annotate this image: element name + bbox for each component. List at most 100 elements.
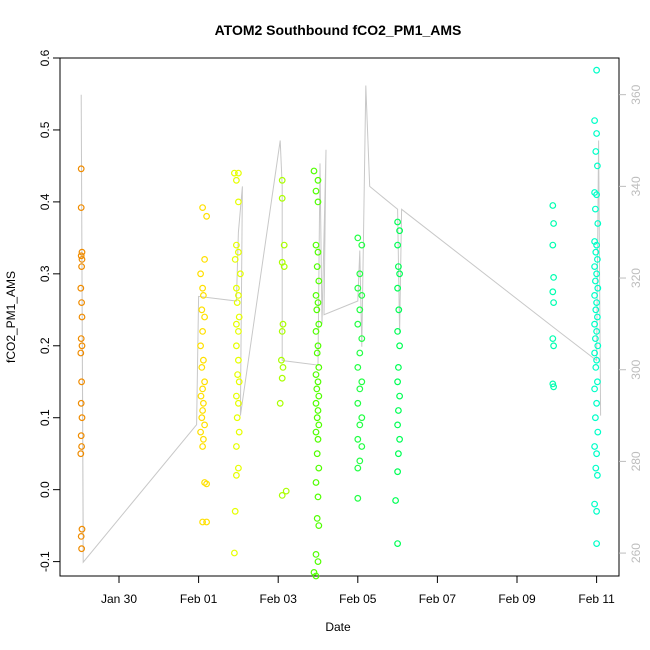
point-4-34 — [310, 569, 318, 576]
point-1-20 — [199, 435, 207, 443]
point-8-29 — [591, 385, 598, 393]
point-3-0 — [278, 176, 286, 184]
point-4-14 — [313, 349, 321, 357]
point-5-12 — [354, 399, 362, 407]
point-6-14 — [396, 435, 404, 443]
point-4-30 — [313, 515, 321, 522]
point-8-36 — [594, 471, 601, 479]
point-2-15 — [234, 356, 242, 364]
point-0-9 — [77, 335, 85, 343]
point-4-0 — [310, 167, 318, 175]
point-2-17 — [235, 378, 243, 386]
point-6-2 — [394, 241, 402, 249]
series-8 — [591, 66, 602, 547]
point-7-2 — [549, 241, 557, 249]
point-8-0 — [593, 66, 600, 74]
x-axis-label: Date — [325, 620, 351, 634]
point-5-2 — [356, 270, 364, 278]
series-2 — [230, 169, 244, 557]
point-6-12 — [395, 407, 402, 414]
point-2-11 — [235, 313, 243, 321]
point-2-9 — [234, 292, 242, 299]
point-4-33 — [314, 558, 322, 565]
point-1-3 — [197, 270, 205, 278]
x-tick-label-1: Feb 01 — [180, 592, 218, 606]
point-1-14 — [197, 392, 205, 400]
point-1-21 — [199, 443, 207, 450]
point-8-3 — [592, 148, 600, 155]
point-5-4 — [358, 292, 366, 299]
point-5-9 — [354, 364, 362, 371]
y2-tick-label-2: 300 — [629, 359, 643, 379]
y2-tick-label-5: 360 — [629, 84, 643, 104]
point-0-13 — [77, 399, 85, 407]
point-8-35 — [592, 464, 600, 472]
point-6-15 — [395, 450, 402, 458]
point-1-0 — [199, 204, 207, 212]
point-8-1 — [591, 117, 598, 124]
point-4-12 — [312, 328, 320, 335]
x-tick-label-4: Feb 07 — [419, 592, 457, 606]
point-8-12 — [594, 256, 601, 263]
point-8-30 — [593, 399, 600, 407]
point-1-1 — [203, 212, 211, 220]
point-5-15 — [354, 435, 362, 443]
x-tick-label-0: Jan 30 — [101, 592, 137, 606]
y-tick-label-3: 0.2 — [38, 337, 52, 354]
point-8-14 — [593, 270, 600, 278]
x-tick-label-2: Feb 03 — [260, 592, 298, 606]
point-2-25 — [231, 507, 239, 515]
point-2-23 — [234, 464, 242, 472]
series-3 — [276, 176, 290, 499]
series-5 — [354, 234, 366, 502]
point-2-8 — [232, 284, 240, 292]
point-5-10 — [358, 378, 366, 386]
y-tick-label-6: 0.5 — [38, 121, 52, 138]
point-4-24 — [312, 428, 320, 436]
series-1 — [197, 204, 211, 526]
point-7-9 — [550, 383, 557, 391]
point-8-21 — [591, 320, 598, 328]
point-6-6 — [395, 306, 403, 314]
point-8-33 — [591, 443, 598, 450]
point-2-19 — [234, 399, 242, 407]
point-4-1 — [314, 176, 322, 184]
point-0-10 — [78, 342, 86, 350]
point-4-5 — [314, 248, 322, 256]
point-1-24 — [199, 518, 207, 526]
point-2-5 — [234, 248, 242, 256]
point-2-0 — [230, 169, 238, 177]
point-8-9 — [591, 238, 598, 245]
point-5-1 — [358, 241, 366, 249]
point-2-20 — [233, 414, 241, 422]
point-6-5 — [394, 284, 402, 292]
point-3-10 — [276, 399, 284, 407]
point-1-2 — [201, 256, 209, 263]
point-7-3 — [550, 274, 557, 281]
point-8-28 — [594, 378, 601, 386]
point-6-0 — [394, 218, 402, 226]
point-4-2 — [312, 187, 320, 195]
y-tick-label-4: 0.3 — [38, 265, 52, 282]
point-4-8 — [312, 292, 320, 299]
point-8-31 — [592, 414, 599, 422]
point-0-8 — [78, 313, 86, 321]
point-4-27 — [315, 464, 323, 472]
point-0-2 — [78, 248, 86, 256]
point-8-18 — [593, 299, 600, 307]
point-0-19 — [77, 533, 85, 540]
point-2-6 — [231, 256, 239, 263]
point-5-7 — [358, 335, 366, 343]
point-6-10 — [394, 378, 402, 386]
point-4-17 — [314, 378, 322, 386]
point-7-8 — [549, 380, 557, 388]
secondary-line-path — [80, 85, 602, 564]
point-8-8 — [594, 220, 602, 227]
point-0-14 — [78, 414, 86, 422]
point-1-6 — [198, 306, 206, 314]
point-5-0 — [354, 234, 362, 242]
point-8-27 — [592, 364, 600, 371]
point-8-39 — [593, 540, 600, 547]
point-2-3 — [234, 198, 242, 206]
